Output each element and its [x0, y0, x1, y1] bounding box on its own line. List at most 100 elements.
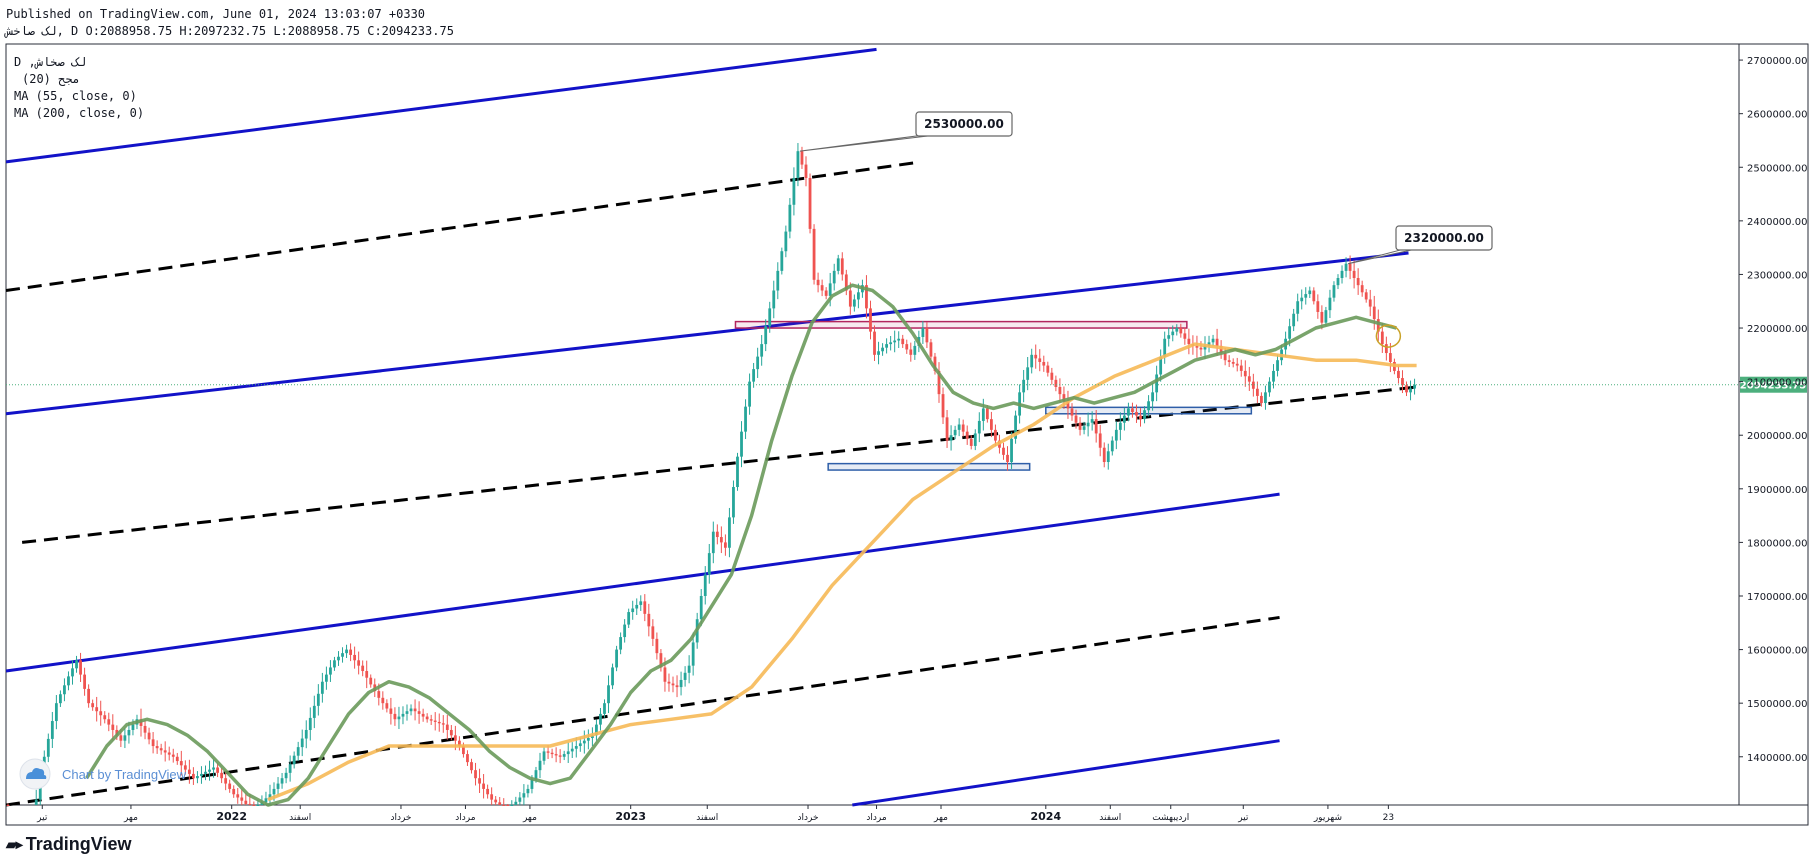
candle-body: [79, 660, 82, 675]
time-axis-frame: [5, 804, 1809, 826]
candle-body: [99, 711, 103, 716]
candle-body: [425, 716, 429, 720]
candle-body: [365, 671, 369, 678]
candle-body: [1026, 367, 1030, 380]
candle-body: [1010, 438, 1013, 463]
highlight-circle: [1375, 324, 1402, 348]
candle-body: [651, 626, 655, 639]
candle-body: [466, 754, 469, 763]
candle-body: [820, 285, 824, 291]
candle-body: [1070, 408, 1074, 416]
candle-body: [744, 406, 747, 432]
candle-body: [748, 381, 751, 407]
candle-body: [570, 748, 574, 752]
candle-body: [562, 754, 566, 757]
candle-body: [824, 290, 828, 296]
candle-body: [91, 703, 95, 708]
candle-body: [832, 270, 836, 284]
candle-body: [691, 642, 695, 666]
candle-body: [836, 258, 840, 271]
candle-body: [196, 776, 199, 779]
candle-body: [1122, 415, 1126, 423]
candle-body: [909, 349, 913, 355]
candle-body: [320, 681, 324, 694]
candle-body: [1255, 388, 1259, 396]
candle-body: [667, 681, 671, 684]
candle-body: [526, 788, 530, 794]
tradingview-watermark[interactable]: Chart by TradingView: [19, 758, 187, 790]
candle-body: [1243, 370, 1247, 377]
candle-body: [316, 693, 320, 706]
candle-body: [478, 778, 481, 784]
candle-body: [272, 788, 276, 795]
candle-body: [115, 729, 119, 736]
candle-body: [268, 794, 272, 799]
candle-body: [788, 204, 792, 232]
candle-body: [163, 750, 167, 753]
candle-body: [1260, 395, 1263, 404]
candle-body: [687, 665, 691, 673]
candle-body: [514, 801, 518, 805]
candle-body: [361, 665, 365, 672]
candle-body: [804, 164, 808, 178]
candle-body: [1368, 299, 1372, 307]
candle-body: [147, 732, 151, 740]
candle-body: [50, 721, 54, 739]
candle-body: [71, 668, 74, 677]
published-line: Published on TradingView.com, June 01, 2…: [6, 7, 426, 21]
candle-body: [75, 660, 78, 669]
candle-body: [248, 803, 252, 805]
time-tick-label: خرداد: [797, 813, 818, 823]
candle-body: [1235, 363, 1239, 366]
candle-body: [534, 770, 538, 780]
candle-body: [1086, 422, 1090, 427]
time-tick-label: مرداد: [866, 813, 886, 823]
time-tick-label: 23: [1383, 813, 1394, 823]
candle-body: [590, 735, 594, 739]
candle-body: [1151, 392, 1155, 402]
candle-body: [1155, 374, 1159, 393]
candle-body: [582, 740, 586, 744]
candle-body: [1102, 447, 1106, 463]
resistance-zone-0: [734, 320, 1188, 329]
time-tick-label: اسفند: [289, 813, 311, 823]
candle-body: [889, 342, 893, 345]
candle-body: [905, 344, 909, 350]
price-tick-label: 2500000.00: [1747, 163, 1807, 174]
time-tick-label: تیر: [1237, 813, 1249, 823]
candle-body: [357, 660, 361, 666]
candle-body: [812, 228, 816, 280]
candle-body: [784, 231, 788, 252]
candle-body: [1106, 451, 1110, 463]
candle-body: [159, 748, 163, 751]
candle-body: [421, 713, 425, 717]
time-tick-label: اسفند: [1099, 813, 1121, 823]
callout-box: [1395, 225, 1493, 251]
candle-body: [796, 151, 800, 178]
time-tick-label: 2024: [1030, 810, 1061, 823]
candle-body: [780, 251, 784, 271]
chart-legend: D ,لک صخاش (20) مجح MA (55, close, 0) MA…: [14, 55, 144, 120]
last-price-label: 2094233.75: [1740, 381, 1806, 392]
candle-body: [929, 342, 933, 357]
price-axis-frame: [1738, 43, 1809, 806]
candle-body: [63, 685, 66, 695]
candle-body: [308, 717, 312, 730]
candle-body: [292, 755, 296, 765]
candle-body: [494, 799, 498, 803]
time-tick-label: مهر: [933, 813, 948, 823]
candle-body: [1405, 385, 1408, 393]
candle-body: [1082, 426, 1086, 430]
candle-body: [659, 653, 663, 668]
candle-body: [542, 751, 546, 761]
candle-body: [1215, 338, 1219, 346]
candle-body: [46, 738, 50, 757]
watermark-text: Chart by TradingView: [62, 767, 187, 782]
tradingview-logo[interactable]: ▰▸ TradingView: [6, 834, 132, 855]
candle-body: [1380, 331, 1384, 345]
candle-body: [873, 331, 876, 355]
candle-body: [220, 772, 224, 779]
candle-body: [663, 667, 667, 682]
candle-body: [728, 517, 731, 548]
